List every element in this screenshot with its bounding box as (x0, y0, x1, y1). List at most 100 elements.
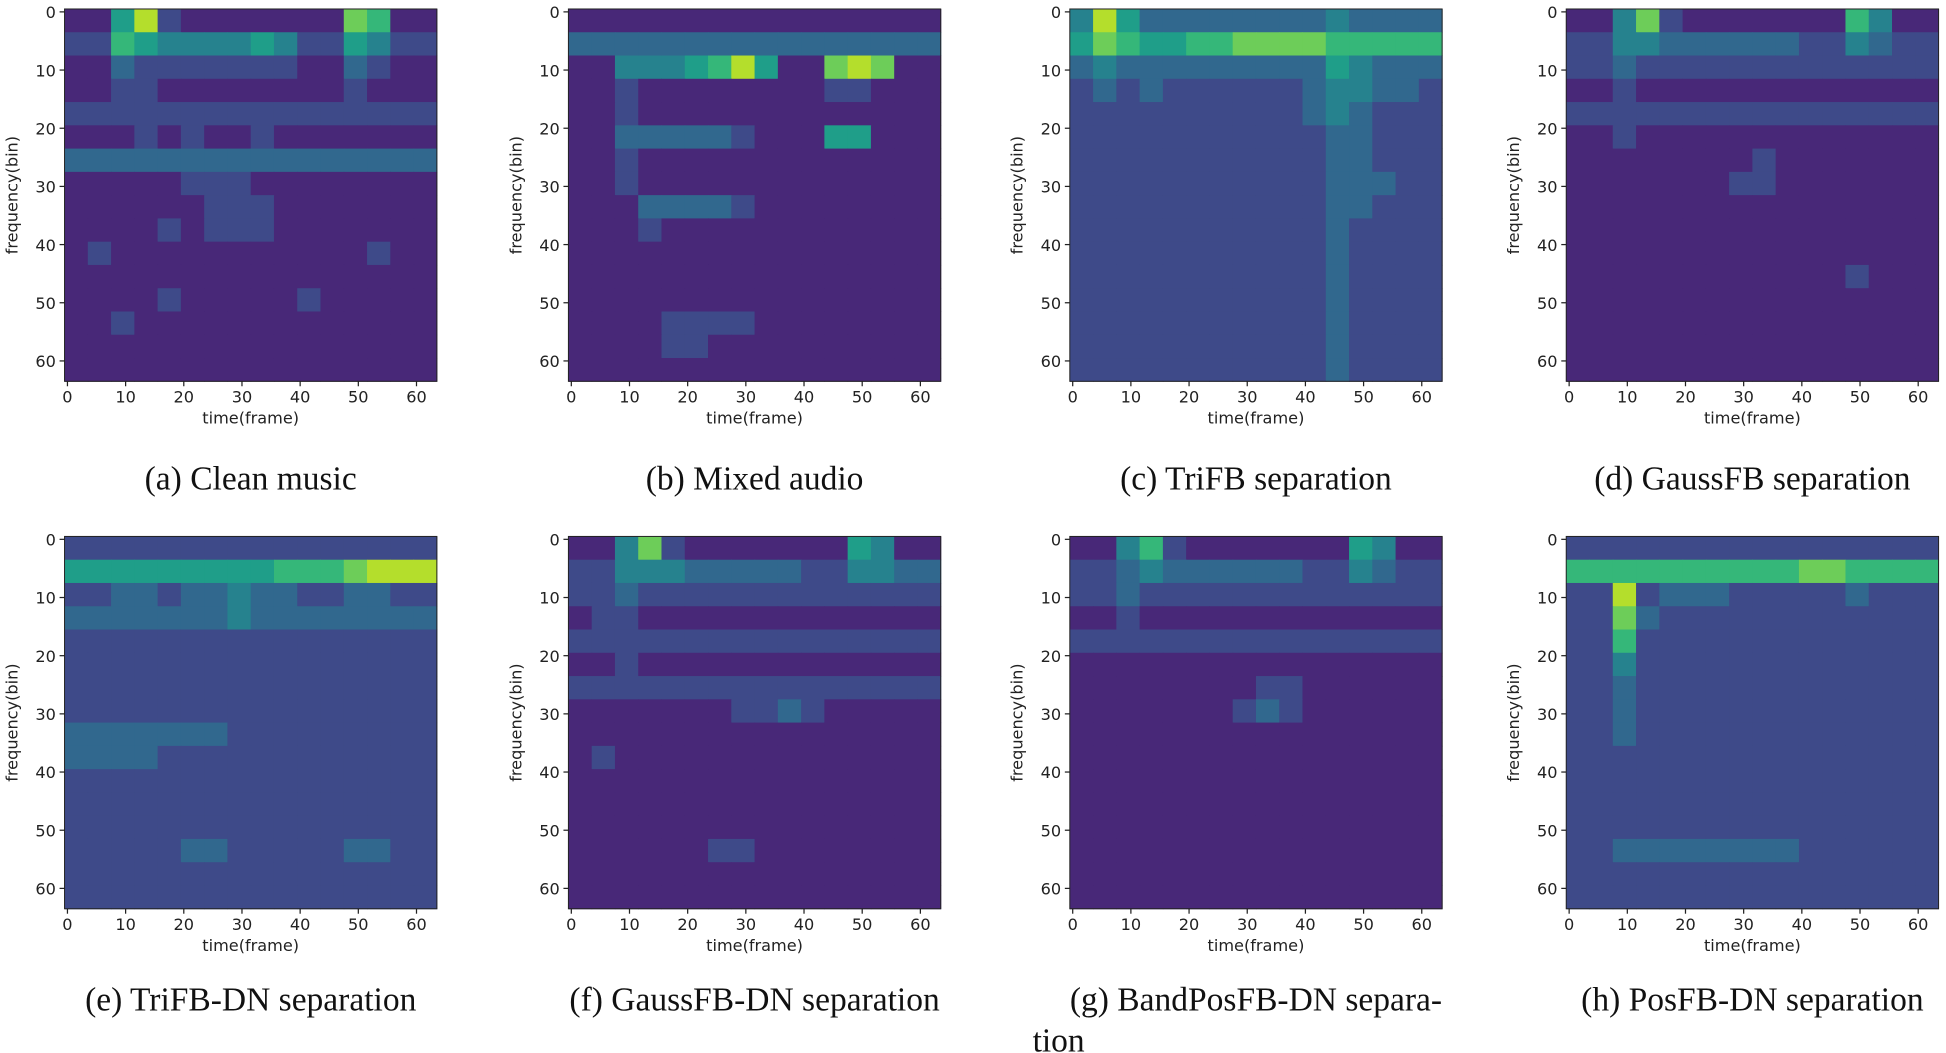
heatmap-cell (847, 559, 872, 584)
heatmap-cell (1162, 32, 1187, 57)
heatmap-cell (661, 148, 686, 173)
heatmap-cell (591, 815, 616, 840)
heatmap-cell (1349, 241, 1373, 266)
heatmap-cell (227, 745, 252, 770)
heatmap-cell (1868, 676, 1893, 700)
heatmap-cell (708, 334, 732, 359)
y-tick-label: 40 (35, 236, 56, 255)
heatmap-cell (1093, 652, 1117, 677)
heatmap-cell (180, 722, 205, 747)
heatmap-cell (894, 838, 918, 863)
heatmap-cell (614, 334, 639, 359)
heatmap-cell (801, 722, 825, 747)
heatmap-cell (111, 102, 135, 126)
heatmap-cell (1325, 885, 1350, 910)
heatmap-cell (638, 722, 662, 747)
heatmap-cell (134, 148, 159, 173)
heatmap-cell (204, 652, 228, 677)
heatmap-cell (1139, 722, 1164, 747)
x-axis-label: time(frame) (706, 408, 803, 427)
heatmap-cell (777, 745, 802, 770)
heatmap-cell (1302, 218, 1327, 243)
heatmap-cell (1729, 288, 1753, 312)
heatmap-cell (754, 358, 779, 382)
heatmap-cell (917, 195, 942, 219)
heatmap-cell (180, 629, 205, 654)
heatmap-cell (1139, 288, 1164, 312)
heatmap-cell (1372, 102, 1397, 126)
heatmap-cell (1589, 102, 1614, 126)
heatmap-cell (390, 792, 415, 817)
x-tick-label: 50 (1850, 387, 1871, 406)
heatmap-cell (847, 241, 872, 266)
x-tick-label: 50 (852, 387, 873, 406)
heatmap-cell (1705, 32, 1730, 57)
heatmap-cell (273, 885, 298, 910)
heatmap-cell (111, 78, 135, 103)
heatmap-cell (1325, 148, 1350, 173)
heatmap-cell (273, 8, 298, 33)
heatmap-cell (1279, 32, 1304, 57)
heatmap-cell (777, 241, 802, 266)
heatmap-cell (708, 885, 732, 910)
heatmap-cell (731, 288, 756, 312)
heatmap-cell (1636, 125, 1660, 150)
heatmap-cell (894, 792, 918, 817)
heatmap-cell (1069, 311, 1094, 336)
heatmap-cell (917, 32, 942, 57)
heatmap-cell (1209, 334, 1234, 359)
heatmap-cell (180, 241, 205, 266)
heatmap-cell (250, 218, 275, 243)
x-tick-label: 60 (1411, 915, 1432, 934)
heatmap-cell (227, 125, 252, 150)
heatmap-cell (204, 885, 228, 910)
heatmap-cell (273, 652, 298, 677)
heatmap-cell (614, 722, 639, 747)
heatmap-cell (777, 288, 802, 312)
heatmap-cell (250, 745, 275, 770)
heatmap-cell (1752, 195, 1777, 219)
heatmap-cell (1892, 559, 1916, 584)
heatmap-cell (1868, 629, 1893, 654)
heatmap-cell (1162, 148, 1187, 173)
heatmap-cell (204, 8, 228, 33)
heatmap-cell (1232, 862, 1257, 886)
heatmap-cell (1659, 171, 1684, 196)
heatmap-cell (1845, 769, 1870, 793)
y-tick-label: 20 (1537, 119, 1558, 138)
heatmap-cell (180, 769, 205, 793)
heatmap-cell (320, 838, 345, 863)
heatmap-cell (227, 838, 252, 863)
heatmap-cell (1325, 358, 1350, 382)
heatmap-cell (708, 78, 732, 103)
heatmap-cell (614, 218, 639, 243)
heatmap-cell (1209, 32, 1234, 57)
heatmap-cell (1822, 745, 1846, 770)
heatmap-cell (1775, 32, 1800, 57)
heatmap-cell (1798, 606, 1823, 631)
heatmap-cell (1775, 148, 1800, 173)
heatmap-cell (1775, 125, 1800, 150)
heatmap-cell (684, 78, 709, 103)
heatmap-cell (824, 559, 849, 584)
heatmap-cell (1255, 629, 1280, 654)
heatmap-cell (1566, 559, 1590, 584)
heatmap-cell (250, 722, 275, 747)
heatmap-cell (1566, 241, 1590, 266)
heatmap-cell (1349, 838, 1373, 863)
heatmap-cell (1302, 358, 1327, 382)
heatmap-cell (614, 769, 639, 793)
heatmap-cell (1752, 699, 1777, 724)
heatmap-cell (250, 195, 275, 219)
heatmap-cell (1798, 288, 1823, 312)
axes-frame (1565, 535, 1940, 910)
heatmap-cell (1232, 218, 1257, 243)
heatmap-cell (111, 171, 135, 196)
heatmap-cell (273, 536, 298, 561)
heatmap-cell (731, 885, 756, 910)
heatmap-cell (708, 582, 732, 607)
heatmap-cell (777, 536, 802, 561)
heatmap-cell (870, 311, 895, 336)
heatmap-cell (1186, 288, 1210, 312)
heatmap-cell (87, 218, 112, 243)
